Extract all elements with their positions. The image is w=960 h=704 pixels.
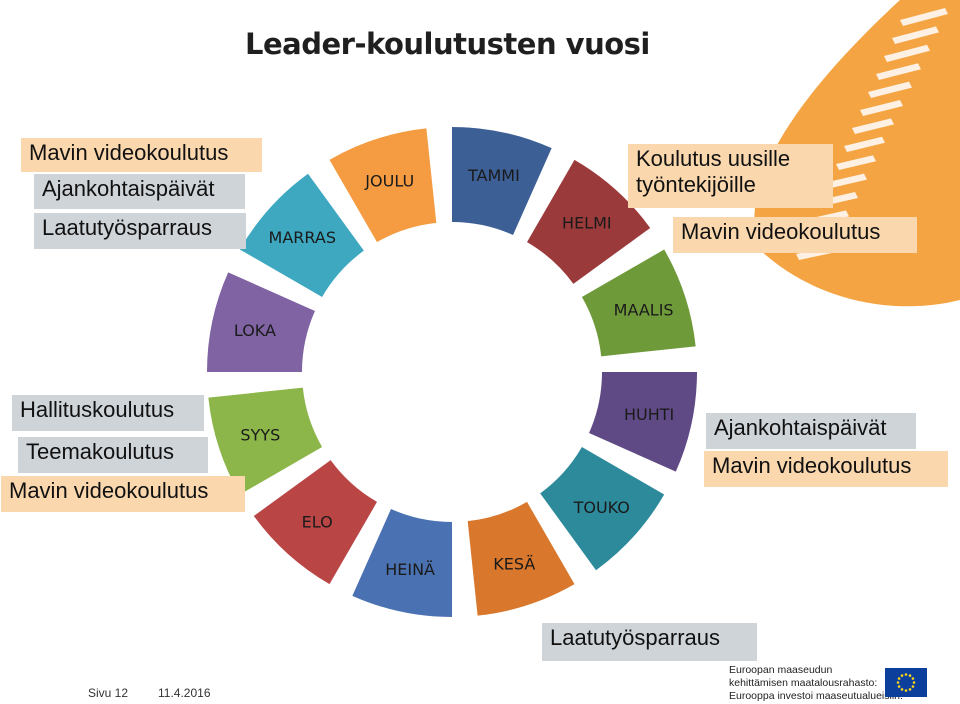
box-video-training-top-left: Mavin videokoulutus (21, 138, 262, 172)
box-video-training-mid-left: Mavin videokoulutus (1, 476, 245, 512)
month-label-joulu: JOULU (364, 171, 414, 190)
month-segment-joulu (329, 128, 437, 243)
month-label-touko: TOUKO (573, 498, 630, 517)
month-segment-marras (239, 173, 364, 297)
eu-fund-text: Euroopan maaseudun kehittämisen maatalou… (729, 664, 903, 703)
month-segment-helmi (527, 159, 651, 284)
month-segment-maalis (581, 249, 696, 357)
month-label-marras: MARRAS (269, 228, 336, 247)
slide-title: Leader-koulutusten vuosi (245, 27, 650, 61)
eu-text-line: Euroopan maaseudun (729, 664, 833, 676)
month-segment-touko (540, 447, 665, 571)
month-segment-loka (207, 272, 315, 372)
eu-text-line: Eurooppa investoi maaseutualueisiin. (729, 690, 903, 702)
month-label-tammi: TAMMI (467, 166, 520, 185)
month-segment-syys (208, 387, 323, 495)
month-segment-kesä (467, 501, 575, 616)
box-current-days-top-left: Ajankohtaispäivät (34, 174, 245, 209)
month-segment-elo (253, 460, 377, 585)
box-video-training-mid-right: Mavin videokoulutus (704, 451, 948, 487)
box-theme-training: Teemakoulutus (18, 437, 208, 473)
month-label-elo: ELO (302, 513, 333, 532)
month-segment-heinä (352, 509, 452, 617)
box-video-training-top-right: Mavin videokoulutus (673, 217, 917, 253)
month-label-kesä: KESÄ (493, 555, 535, 574)
month-label-syys: SYYS (240, 425, 280, 444)
eu-text-line: kehittämisen maatalousrahasto: (729, 677, 878, 689)
eu-flag-icon (885, 668, 927, 697)
month-label-helmi: HELMI (562, 213, 612, 232)
month-segment-huhti (589, 372, 697, 472)
page-number: Sivu 12 (88, 686, 129, 700)
month-label-loka: LOKA (234, 321, 276, 340)
slide-date: 11.4.2016 (158, 686, 211, 700)
box-board-training: Hallituskoulutus (12, 395, 204, 431)
box-quality-sparring-bottom: Laatutyösparraus (542, 623, 757, 661)
box-quality-sparring-top-left: Laatutyösparraus (34, 213, 246, 249)
box-new-employee-training: Koulutus uusille työntekijöille (628, 144, 833, 208)
box-current-days-mid-right: Ajankohtaispäivät (706, 413, 916, 449)
month-label-heinä: HEINÄ (385, 560, 435, 579)
month-segment-tammi (452, 127, 552, 235)
month-label-huhti: HUHTI (624, 405, 674, 424)
month-label-maalis: MAALIS (614, 301, 674, 320)
